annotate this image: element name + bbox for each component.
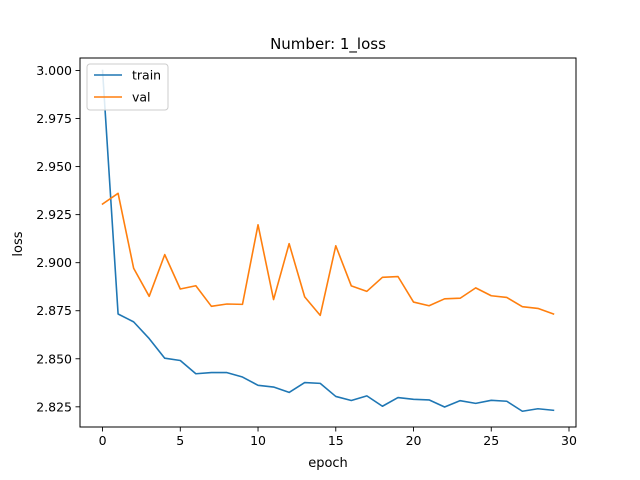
- x-tick-label: 0: [99, 433, 107, 448]
- y-tick-label: 2.875: [36, 303, 72, 318]
- legend: train val: [86, 63, 169, 111]
- y-tick-label: 2.825: [36, 399, 72, 414]
- series-line-val: [101, 192, 555, 317]
- x-tick-label: 20: [406, 433, 422, 448]
- x-tick-label: 25: [483, 433, 499, 448]
- legend-label-train: train: [132, 68, 161, 83]
- chart-title: Number: 1_loss: [270, 35, 386, 54]
- series-line-train: [101, 69, 555, 413]
- y-tick-label: 2.975: [36, 111, 72, 126]
- y-axis-ticks: 2.825 2.850 2.875 2.900 2.925 2.950 2.975 3.000: [36, 63, 80, 414]
- y-axis-label: loss: [11, 231, 26, 256]
- x-axis-ticks: 0 5 10 15 20 25 30: [99, 427, 577, 448]
- y-tick-label: 2.950: [36, 159, 72, 174]
- x-tick-label: 15: [328, 433, 344, 448]
- plot-area: [79, 57, 577, 428]
- x-tick-label: 10: [250, 433, 266, 448]
- y-tick-label: 2.925: [36, 207, 72, 222]
- y-tick-label: 3.000: [36, 63, 72, 78]
- x-axis-label: epoch: [308, 456, 348, 471]
- y-tick-label: 2.900: [36, 255, 72, 270]
- x-tick-label: 5: [176, 433, 184, 448]
- plot-frame: [79, 57, 577, 428]
- x-tick-label: 30: [561, 433, 577, 448]
- y-tick-label: 2.850: [36, 351, 72, 366]
- legend-label-val: val: [132, 90, 151, 105]
